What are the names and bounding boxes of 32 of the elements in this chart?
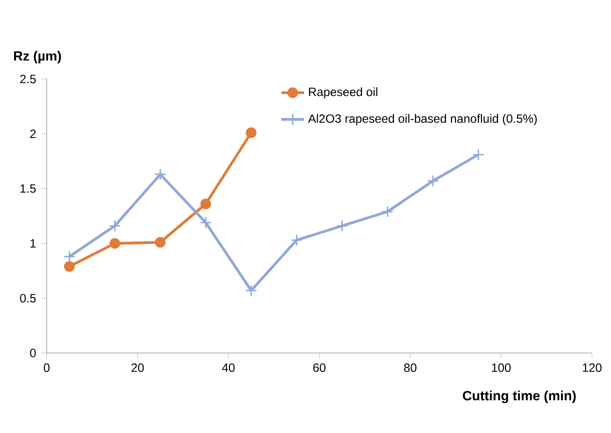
y-tick-label: 2 bbox=[30, 130, 36, 138]
y-tick-label: 2.5 bbox=[20, 74, 36, 84]
y-tick-label: 0.5 bbox=[20, 294, 36, 302]
point bbox=[63, 250, 76, 263]
y-tick-label: 1 bbox=[30, 239, 36, 248]
point bbox=[382, 206, 394, 218]
y-tick-label: 0 bbox=[30, 348, 36, 358]
point bbox=[154, 168, 166, 180]
point bbox=[336, 220, 348, 232]
point bbox=[245, 284, 258, 297]
x-tick-label: 0 bbox=[44, 363, 50, 372]
x-tick-label: 80 bbox=[404, 363, 416, 372]
point bbox=[200, 198, 212, 210]
x-tick-label: 100 bbox=[492, 363, 511, 372]
x-tick-label: 60 bbox=[313, 363, 326, 372]
point bbox=[64, 261, 75, 272]
point bbox=[109, 238, 120, 249]
y-tick-label: 1.5 bbox=[20, 184, 36, 193]
x-axis-title: Cutting time (min) bbox=[462, 390, 576, 404]
x-tick-label: 120 bbox=[582, 363, 602, 372]
point bbox=[426, 174, 439, 187]
point bbox=[108, 220, 121, 232]
point bbox=[200, 216, 212, 229]
x-tick-label: 40 bbox=[222, 363, 235, 372]
x-tick-label: 20 bbox=[131, 363, 144, 372]
point bbox=[290, 234, 303, 246]
point bbox=[246, 127, 257, 138]
legend-label: Al2O3 rapeseed oil-based nanofluid (0.5%) bbox=[308, 114, 537, 126]
legend-label: Rapeseed oil bbox=[309, 87, 378, 99]
point bbox=[472, 148, 484, 161]
point bbox=[154, 236, 166, 248]
y-axis-title: Rz (µm) bbox=[14, 50, 61, 64]
